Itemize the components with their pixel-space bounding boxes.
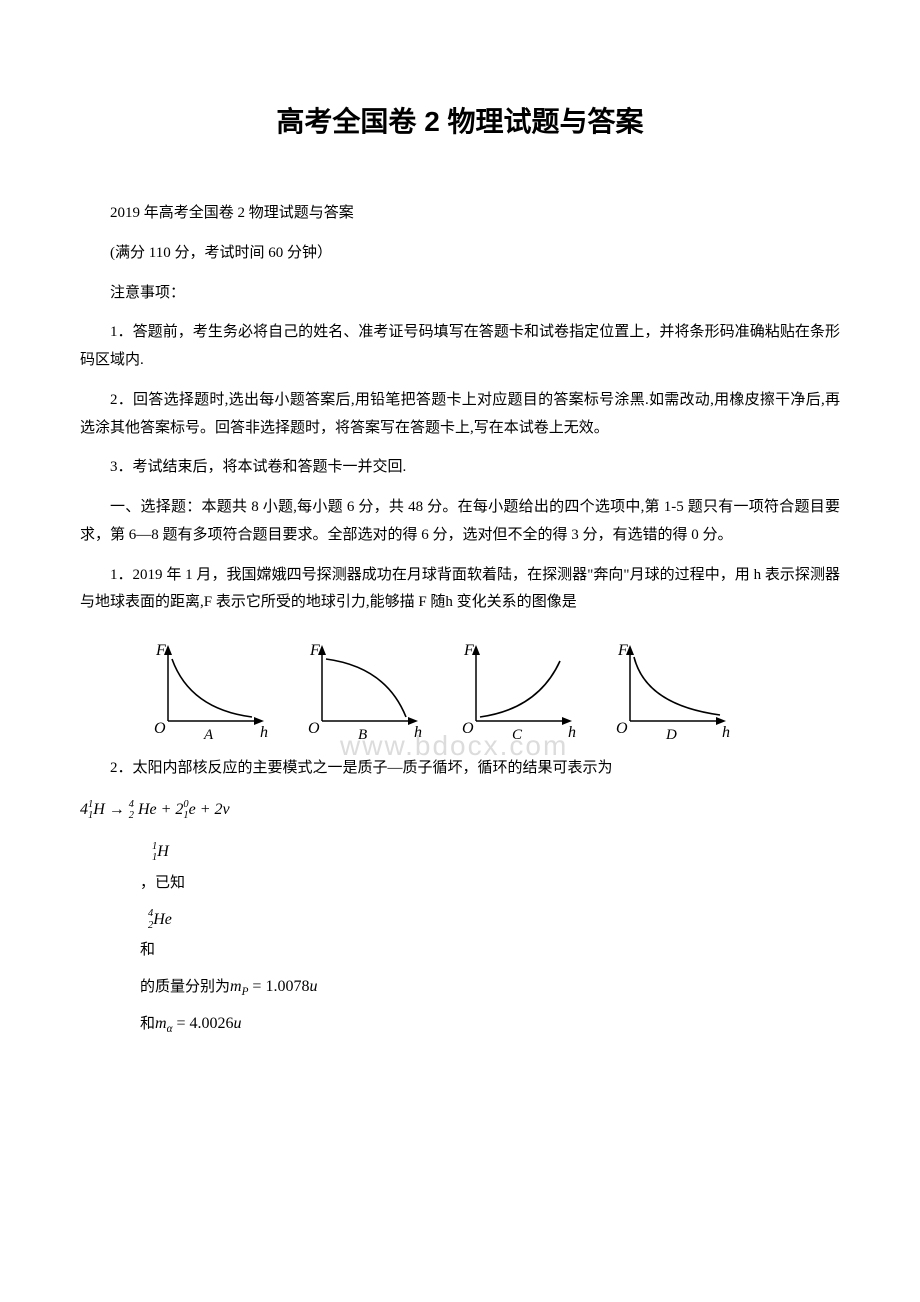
axis-h: h <box>414 724 422 741</box>
axis-o: O <box>616 720 628 737</box>
question-1: 1．2019 年 1 月，我国嫦娥四号探测器成功在月球背面软着陆，在探测器"奔向… <box>80 562 840 618</box>
graph-a: F O h A <box>140 631 280 741</box>
label-d: D <box>665 727 677 741</box>
formula-line-3: 的质量分别为mP = 1.0078u <box>140 972 840 1003</box>
formula-line-1: 11H ，已知 <box>140 837 840 898</box>
question-2: 2．太阳内部核反应的主要模式之一是质子—质子循坏，循环的结果可表示为 <box>80 755 840 783</box>
formula-line-2: 42He 和 <box>140 905 840 966</box>
graph-d: F O h D <box>602 631 742 741</box>
axis-f: F <box>309 642 320 659</box>
graph-options: F O h A F O h B <box>140 631 840 741</box>
intro-year: 2019 年高考全国卷 2 物理试题与答案 <box>80 200 840 228</box>
label-b: B <box>358 727 367 741</box>
formula-lines: 11H ，已知 42He 和 的质量分别为mP = 1.0078u 和mα = … <box>140 837 840 1041</box>
axis-o: O <box>308 720 320 737</box>
axis-f: F <box>463 642 474 659</box>
notice-3: 3．考试结束后，将本试卷和答题卡一并交回. <box>80 454 840 482</box>
notice-heading: 注意事项： <box>80 280 840 308</box>
formula-main: 411H → 42 He + 201e + 2ν <box>80 795 840 825</box>
graph-b-svg: F O h B <box>294 631 434 741</box>
axis-h: h <box>722 724 730 741</box>
axis-f: F <box>155 642 166 659</box>
notice-2: 2．回答选择题时,选出每小题答案后,用铅笔把答题卡上对应题目的答案标号涂黑.如需… <box>80 387 840 443</box>
intro-score: (满分 110 分，考试时间 60 分钟） <box>80 240 840 268</box>
axis-h: h <box>260 724 268 741</box>
graph-d-svg: F O h D <box>602 631 742 741</box>
graph-c-svg: F O h C <box>448 631 588 741</box>
graph-a-svg: F O h A <box>140 631 280 741</box>
graph-b: F O h B <box>294 631 434 741</box>
label-a: A <box>203 727 214 741</box>
notice-1: 1．答题前，考生务必将自己的姓名、准考证号码填写在答题卡和试卷指定位置上，并将条… <box>80 319 840 375</box>
axis-h: h <box>568 724 576 741</box>
graph-c: F O h C <box>448 631 588 741</box>
axis-f: F <box>617 642 628 659</box>
page-title: 高考全国卷 2 物理试题与答案 <box>80 100 840 140</box>
axis-o: O <box>154 720 166 737</box>
section-1-heading: 一、选择题：本题共 8 小题,每小题 6 分，共 48 分。在每小题给出的四个选… <box>80 494 840 550</box>
q2-text: 2．太阳内部核反应的主要模式之一是质子—质子循坏，循环的结果可表示为 <box>110 760 613 776</box>
label-c: C <box>512 727 523 741</box>
axis-o: O <box>462 720 474 737</box>
formula-line-4: 和mα = 4.0026u <box>140 1009 840 1040</box>
